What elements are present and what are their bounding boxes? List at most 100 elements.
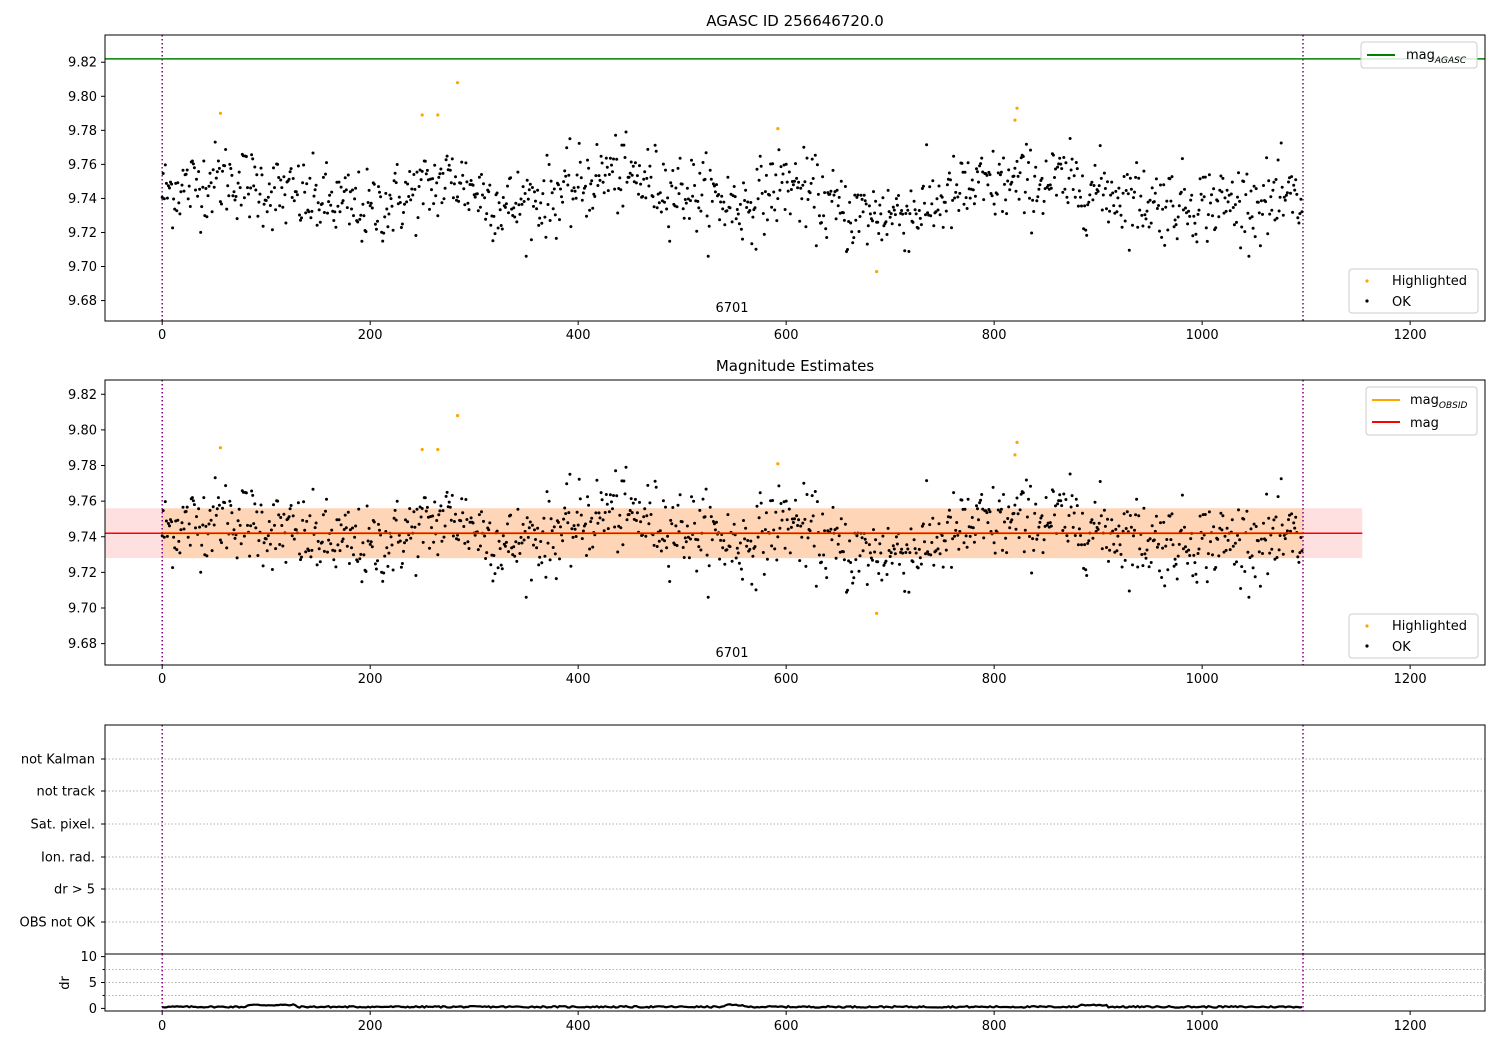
ok-point bbox=[666, 196, 670, 200]
ok-point bbox=[943, 200, 947, 204]
ok-point bbox=[1192, 214, 1196, 218]
ok-point bbox=[741, 237, 744, 241]
ok-point bbox=[992, 202, 996, 206]
ok-point bbox=[919, 562, 923, 566]
ok-point bbox=[417, 185, 421, 188]
ok-point bbox=[394, 518, 398, 522]
ok-point bbox=[498, 208, 502, 212]
ok-point bbox=[199, 570, 203, 574]
ok-point bbox=[751, 554, 755, 558]
ok-point bbox=[1155, 207, 1159, 210]
ok-point bbox=[432, 202, 436, 206]
ok-point bbox=[315, 563, 319, 567]
ok-point bbox=[1252, 522, 1256, 526]
ok-point bbox=[665, 546, 669, 550]
ok-point bbox=[993, 212, 997, 216]
ok-point bbox=[745, 544, 749, 548]
ok-point bbox=[1133, 528, 1136, 532]
ok-point bbox=[1099, 176, 1103, 180]
ok-point bbox=[812, 544, 816, 548]
ok-point bbox=[852, 236, 856, 240]
ok-point bbox=[1013, 503, 1017, 507]
ok-point bbox=[1221, 514, 1225, 518]
ok-point bbox=[194, 526, 197, 530]
ok-point bbox=[444, 158, 448, 162]
ok-point bbox=[532, 204, 535, 208]
ok-point bbox=[1217, 554, 1221, 558]
ok-point bbox=[975, 167, 978, 171]
ok-point bbox=[1280, 185, 1284, 189]
ok-point bbox=[212, 185, 216, 189]
ok-point bbox=[507, 550, 510, 554]
ok-point bbox=[1012, 174, 1016, 178]
ok-point bbox=[690, 158, 693, 162]
ok-point bbox=[936, 208, 940, 212]
ok-point bbox=[703, 177, 707, 181]
ok-point bbox=[195, 177, 198, 181]
ok-point bbox=[251, 493, 255, 497]
ok-point bbox=[1069, 505, 1073, 509]
ok-point bbox=[1219, 174, 1223, 178]
ok-point bbox=[783, 208, 787, 211]
ok-point bbox=[546, 541, 550, 545]
ok-point bbox=[262, 541, 266, 545]
ok-point bbox=[968, 196, 972, 200]
ok-point bbox=[851, 241, 855, 245]
ok-point bbox=[879, 551, 883, 555]
ok-point bbox=[1128, 176, 1132, 180]
ok-point bbox=[476, 548, 480, 552]
ok-point bbox=[1173, 218, 1177, 222]
ok-point bbox=[1157, 204, 1160, 207]
ok-point bbox=[1149, 221, 1153, 225]
ok-point bbox=[704, 487, 708, 491]
ok-point bbox=[400, 562, 404, 565]
ok-point bbox=[1283, 198, 1287, 202]
ok-point bbox=[217, 166, 221, 170]
ok-point bbox=[1176, 554, 1180, 558]
ok-point bbox=[781, 509, 785, 513]
ok-point bbox=[623, 156, 627, 159]
ok-point bbox=[337, 518, 341, 522]
ok-point bbox=[709, 515, 713, 519]
ok-point bbox=[1025, 178, 1029, 181]
ok-point bbox=[931, 516, 935, 520]
ok-point bbox=[614, 133, 618, 137]
ok-point bbox=[279, 516, 283, 519]
ok-point bbox=[581, 191, 585, 195]
ok-point bbox=[390, 204, 394, 208]
ok-point bbox=[1225, 526, 1229, 530]
ok-point bbox=[1121, 191, 1125, 195]
ok-point bbox=[334, 565, 338, 569]
ok-point bbox=[1261, 552, 1264, 555]
ok-point bbox=[1187, 209, 1191, 213]
ok-point bbox=[774, 173, 778, 177]
ok-point bbox=[605, 502, 609, 506]
ok-point bbox=[644, 534, 648, 538]
ok-point bbox=[484, 217, 488, 221]
ok-point bbox=[390, 543, 394, 547]
ok-point bbox=[441, 171, 445, 175]
ok-point bbox=[778, 188, 782, 192]
ok-point bbox=[374, 227, 378, 231]
ok-point bbox=[437, 513, 441, 517]
ok-point bbox=[482, 519, 485, 523]
ok-point bbox=[602, 191, 606, 195]
ok-point bbox=[1205, 580, 1209, 584]
ok-point bbox=[615, 494, 619, 498]
x-tick-label: 400 bbox=[566, 672, 591, 687]
ok-point bbox=[721, 546, 725, 550]
ok-point bbox=[554, 236, 558, 240]
ok-point bbox=[723, 562, 727, 566]
ok-point bbox=[358, 557, 362, 561]
ok-point bbox=[1065, 195, 1069, 199]
ok-point bbox=[713, 528, 717, 532]
ok-point bbox=[342, 190, 346, 193]
ok-point bbox=[1239, 246, 1243, 250]
ok-point bbox=[416, 216, 420, 220]
ok-point bbox=[902, 231, 906, 235]
ok-point bbox=[1138, 208, 1142, 212]
ok-point bbox=[232, 528, 236, 532]
ok-point bbox=[1222, 550, 1226, 554]
ok-point bbox=[1146, 539, 1150, 543]
ok-point bbox=[1203, 175, 1207, 179]
